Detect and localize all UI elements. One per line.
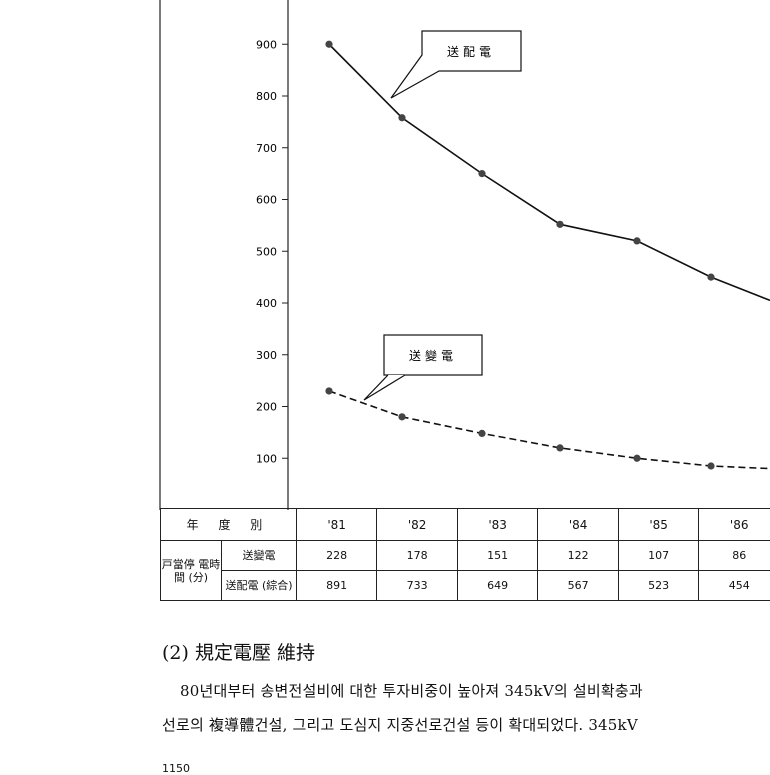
paragraph-line: 선로의 複導體건설, 그리고 도심지 지중선로건설 등이 확대되었다. 345k… (162, 716, 638, 734)
y-tick-label: 100 (256, 452, 277, 465)
transmission-point (398, 413, 406, 421)
table-cell: 228 (295, 540, 378, 571)
series-transmission-line (328, 390, 770, 470)
table-cell: 733 (376, 570, 458, 601)
row-label: 送配電 (綜合) (221, 570, 297, 601)
distribution-point (707, 273, 715, 281)
table-cell: 891 (295, 570, 378, 601)
y-tick-label: 300 (256, 349, 277, 362)
row-label: 送變電 (221, 540, 297, 571)
y-tick-label: 700 (256, 142, 277, 155)
table-cell: 649 (456, 570, 539, 601)
year-cell: '84 (537, 508, 619, 541)
paragraph-line: 80년대부터 송변전설비에 대한 투자비중이 높아져 345kV의 설비확충과 (180, 682, 643, 700)
y-tick-label: 600 (256, 194, 277, 207)
table-cell: 86 (698, 540, 770, 571)
table-row: 送配電 (綜合) 891 733 649 567 523 454 (161, 570, 770, 601)
table-cell: 454 (698, 570, 770, 601)
section-title: (2) 規定電壓 維持 (162, 642, 315, 664)
table-row: 戸當停 電時間 (分) 送變電 228 178 151 122 107 86 (159, 540, 770, 601)
y-tick-label: 500 (256, 245, 277, 258)
year-cell: '83 (456, 508, 539, 541)
table-cell: 151 (456, 540, 539, 571)
chart-axes (159, 0, 289, 510)
callout-distribution: 送配電 (390, 30, 522, 99)
table-cell: 107 (617, 540, 700, 571)
series-distribution-line (328, 43, 770, 302)
page-number: 1150 (162, 762, 190, 775)
year-cell: '85 (617, 508, 700, 541)
transmission-point (325, 387, 333, 395)
table-header-row: 年 度 別 '81 '82 '83 '84 '85 '86 (160, 508, 770, 541)
distribution-point (398, 114, 406, 122)
y-axis-ticks: 100 200 300 400 500 600 700 800 900 (256, 38, 288, 465)
data-table: 年 度 別 '81 '82 '83 '84 '85 '86 戸當停 電時間 (分… (159, 508, 770, 601)
year-cell: '82 (376, 508, 458, 541)
row-head: 戸當停 電時間 (分) (159, 540, 223, 601)
distribution-point (633, 237, 641, 245)
y-tick-label: 900 (256, 38, 277, 51)
transmission-point (556, 444, 564, 452)
year-cell: '81 (295, 508, 378, 541)
series-layer (325, 40, 770, 470)
transmission-point (707, 462, 715, 470)
table-cell: 523 (617, 570, 700, 601)
transmission-point (633, 454, 641, 462)
line-chart: 100 200 300 400 500 600 700 800 900 送配電 送變電 (159, 0, 770, 510)
callouts: 送配電 送變電 (363, 30, 522, 401)
distribution-point (478, 170, 486, 178)
table-cell: 178 (376, 540, 458, 571)
distribution-point (556, 220, 564, 228)
year-header: 年 度 別 (160, 508, 297, 541)
y-tick-label: 800 (256, 90, 277, 103)
callout-transmission: 送變電 (363, 334, 483, 401)
distribution-point (325, 40, 333, 48)
callout-distribution-label: 送配電 (447, 44, 495, 59)
table-cell: 567 (537, 570, 619, 601)
transmission-point (478, 429, 486, 438)
callout-transmission-label: 送變電 (409, 348, 457, 363)
table-cell: 122 (537, 540, 619, 571)
year-cell: '86 (698, 508, 770, 541)
y-tick-label: 400 (256, 297, 277, 310)
y-tick-label: 200 (256, 401, 277, 414)
